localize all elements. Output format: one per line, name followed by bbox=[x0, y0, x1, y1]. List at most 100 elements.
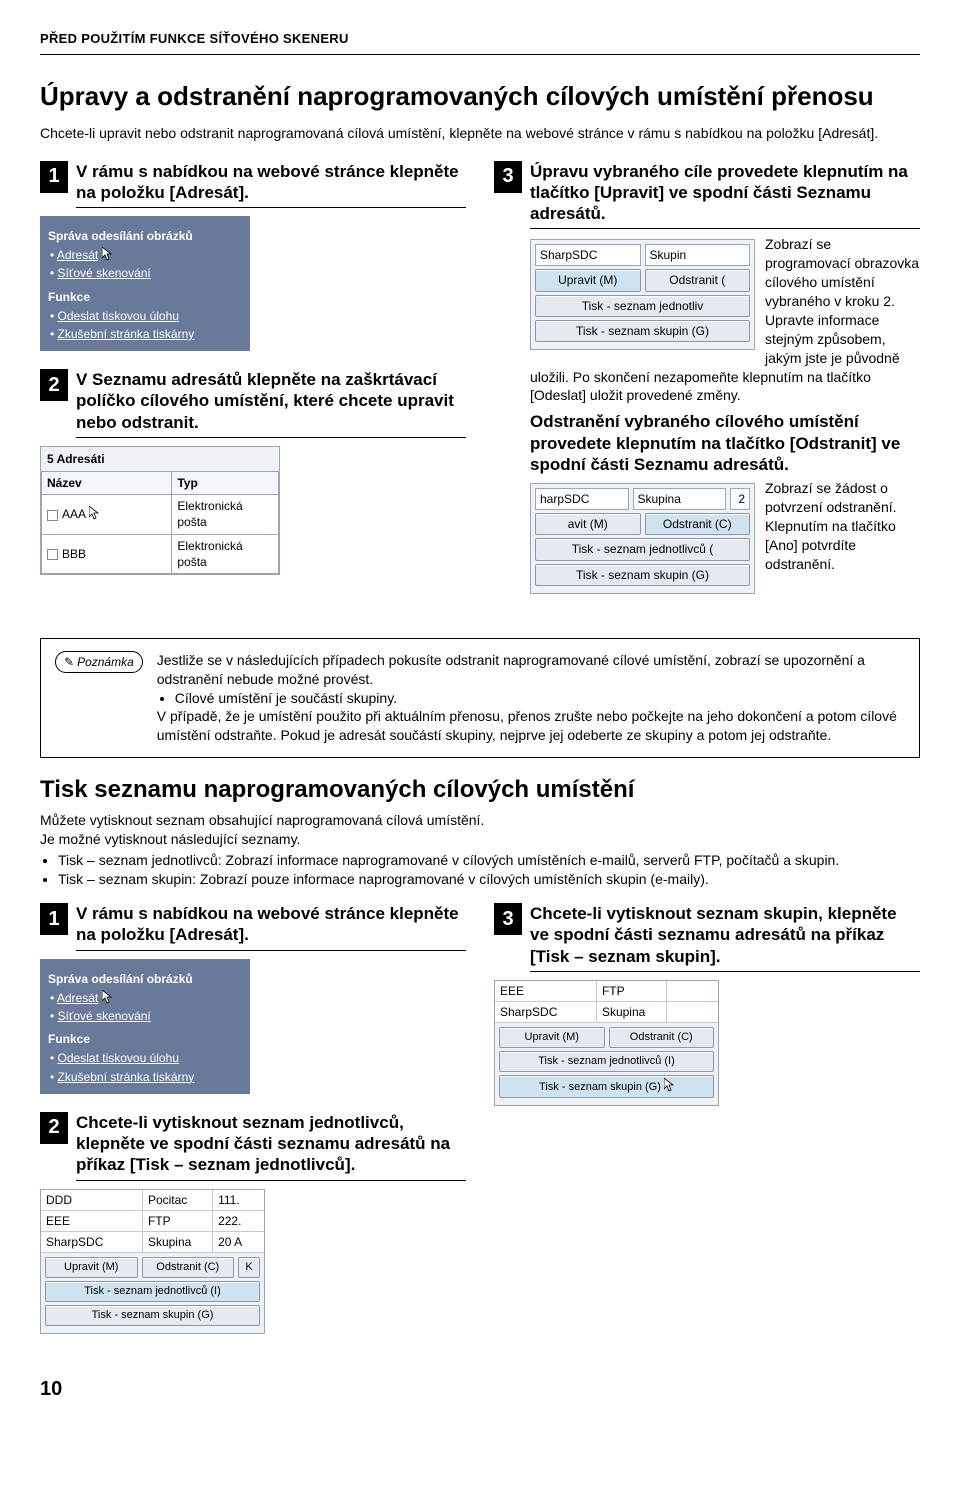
bullet: Tisk – seznam skupin: Zobrazí pouze info… bbox=[58, 870, 920, 889]
cell: Elektronická pošta bbox=[172, 495, 279, 534]
cell: Skupina bbox=[597, 1002, 667, 1022]
menu-link-scan[interactable]: Síťové skenování bbox=[58, 266, 151, 280]
divider bbox=[530, 228, 920, 229]
step-2: 2 V Seznamu adresátů klepněte na zaškrtá… bbox=[40, 369, 466, 575]
menu-item: • Síťové skenování bbox=[50, 264, 242, 282]
note-text: V případě, že je umístění použito při ak… bbox=[157, 707, 905, 745]
note-body: Jestliže se v následujících případech po… bbox=[157, 651, 905, 745]
menu-link-scan[interactable]: Síťové skenování bbox=[58, 1009, 151, 1023]
step-number: 1 bbox=[40, 161, 68, 193]
cell: Skupina bbox=[143, 1232, 213, 1252]
button[interactable]: K bbox=[238, 1257, 260, 1278]
section2-text: Můžete vytisknout seznam obsahující napr… bbox=[40, 811, 920, 830]
step-1: 1 V rámu s nabídkou na webové stránce kl… bbox=[40, 161, 466, 352]
pencil-icon: ✎ bbox=[64, 654, 74, 670]
note-bullet: Cílové umístění je součástí skupiny. bbox=[175, 689, 905, 708]
delete-button[interactable]: Odstranit ( bbox=[645, 269, 751, 291]
intro-text: Chcete-li upravit nebo odstranit naprogr… bbox=[40, 124, 920, 143]
step-title: V Seznamu adresátů klepněte na zaškrtáva… bbox=[76, 369, 466, 433]
page-number: 10 bbox=[40, 1376, 920, 1403]
step-number: 2 bbox=[40, 1112, 68, 1144]
cell: Elektronická pošta bbox=[172, 534, 279, 573]
buttons-screenshot-b: harpSDC Skupina 2 avit (M) Odstranit (C)… bbox=[530, 483, 755, 594]
step-number: 3 bbox=[494, 903, 522, 935]
cell: SharpSDC bbox=[500, 1005, 557, 1019]
menu-heading: Správa odesílání obrázků bbox=[48, 971, 242, 987]
step-3: 3 Úpravu vybraného cíle provedete klepnu… bbox=[494, 161, 920, 598]
edit-button[interactable]: Upravit (M) bbox=[499, 1027, 605, 1048]
checkbox-icon[interactable] bbox=[47, 510, 58, 521]
cell: 2 bbox=[730, 488, 750, 510]
step-title: V rámu s nabídkou na webové stránce klep… bbox=[76, 161, 466, 204]
step-title: V rámu s nabídkou na webové stránce klep… bbox=[76, 903, 466, 946]
menu-item: • Odeslat tiskovou úlohu bbox=[50, 307, 242, 325]
divider bbox=[76, 1180, 466, 1181]
edit-button[interactable]: avit (M) bbox=[535, 513, 641, 535]
menu-link-adresat[interactable]: Adresát bbox=[57, 248, 98, 262]
menu-link-test[interactable]: Zkušební stránka tiskárny bbox=[58, 1070, 195, 1084]
delete-button[interactable]: Odstranit (C) bbox=[609, 1027, 715, 1048]
menu-link-adresat[interactable]: Adresát bbox=[57, 991, 98, 1005]
menu-heading: Funkce bbox=[48, 1031, 242, 1047]
delete-button[interactable]: Odstranit (C) bbox=[645, 513, 751, 535]
cell: Pocitac bbox=[143, 1190, 213, 1210]
menu-link-test[interactable]: Zkušební stránka tiskárny bbox=[58, 327, 195, 341]
cell: FTP bbox=[143, 1211, 213, 1231]
divider bbox=[76, 207, 466, 208]
combo-screenshot: DDDPocitac111. EEEFTP222. SharpSDCSkupin… bbox=[40, 1189, 265, 1334]
bullet: Tisk – seznam jednotlivců: Zobrazí infor… bbox=[58, 851, 920, 870]
cell: 111. bbox=[213, 1190, 264, 1210]
step-title: Úpravu vybraného cíle provedete klepnutí… bbox=[530, 161, 920, 225]
cell: Skupina bbox=[633, 488, 727, 510]
menu-link-print[interactable]: Odeslat tiskovou úlohu bbox=[58, 1051, 179, 1065]
step-title: Chcete-li vytisknout seznam jednotlivců,… bbox=[76, 1112, 466, 1176]
menu-heading: Funkce bbox=[48, 289, 242, 305]
print-individuals-button[interactable]: Tisk - seznam jednotlivců ( bbox=[535, 538, 750, 560]
main-title: Úpravy a odstranění naprogramovaných cíl… bbox=[40, 79, 920, 114]
cursor-icon bbox=[102, 247, 112, 261]
print-individuals-button[interactable]: Tisk - seznam jednotlivců (I) bbox=[45, 1281, 260, 1302]
cell: 222. bbox=[213, 1211, 264, 1231]
delete-button[interactable]: Odstranit (C) bbox=[142, 1257, 235, 1278]
checkbox-icon[interactable] bbox=[47, 549, 58, 560]
cursor-icon bbox=[89, 506, 99, 520]
step-number: 1 bbox=[40, 903, 68, 935]
menu-link-print[interactable]: Odeslat tiskovou úlohu bbox=[58, 309, 179, 323]
divider bbox=[76, 437, 466, 438]
cell: EEE bbox=[500, 984, 524, 998]
cell: SharpSDC bbox=[540, 248, 597, 262]
cell: EEE bbox=[46, 1214, 70, 1228]
table-row: BBB Elektronická pošta bbox=[42, 534, 279, 573]
list-row: EEE FTP222. bbox=[41, 1211, 264, 1232]
cursor-icon bbox=[664, 1078, 674, 1092]
table-row: AAA Elektronická pošta bbox=[42, 495, 279, 534]
cell: AAA bbox=[62, 507, 85, 521]
list-row: SharpSDC Skupina bbox=[495, 1002, 718, 1023]
print-step-1: 1 V rámu s nabídkou na webové stránce kl… bbox=[40, 903, 466, 1094]
edit-button[interactable]: Upravit (M) bbox=[45, 1257, 138, 1278]
menu-screenshot: Správa odesílání obrázků • Adresát • Síť… bbox=[40, 959, 250, 1094]
step-title: Chcete-li vytisknout seznam skupin, klep… bbox=[530, 903, 920, 967]
print-groups-button[interactable]: Tisk - seznam skupin (G) bbox=[499, 1075, 714, 1098]
combo-screenshot-r: EEE FTP SharpSDC Skupina Upravit (M) Odstr… bbox=[494, 980, 719, 1106]
menu-item: • Adresát bbox=[50, 989, 242, 1007]
print-individuals-button[interactable]: Tisk - seznam jednotlivců (I) bbox=[499, 1051, 714, 1072]
print-groups-button[interactable]: Tisk - seznam skupin (G) bbox=[535, 320, 750, 342]
menu-screenshot: Správa odesílání obrázků • Adresát • Síť… bbox=[40, 216, 250, 351]
cell: harpSDC bbox=[535, 488, 629, 510]
print-groups-button[interactable]: Tisk - seznam skupin (G) bbox=[535, 564, 750, 586]
print-individuals-button[interactable]: Tisk - seznam jednotliv bbox=[535, 295, 750, 317]
menu-heading: Správa odesílání obrázků bbox=[48, 228, 242, 244]
divider bbox=[530, 971, 920, 972]
table-screenshot: 5 Adresáti NázevTyp AAA Elektronická poš… bbox=[40, 446, 280, 575]
print-groups-button[interactable]: Tisk - seznam skupin (G) bbox=[45, 1305, 260, 1326]
cell: DDD bbox=[46, 1193, 72, 1207]
buttons-screenshot-a: SharpSDC Skupin Upravit (M) Odstranit ( … bbox=[530, 239, 755, 350]
menu-item: • Adresát bbox=[50, 246, 242, 264]
divider bbox=[76, 950, 466, 951]
menu-item: • Odeslat tiskovou úlohu bbox=[50, 1049, 242, 1067]
cell: FTP bbox=[597, 981, 667, 1001]
step-number: 2 bbox=[40, 369, 68, 401]
edit-button[interactable]: Upravit (M) bbox=[535, 269, 641, 291]
print-step-2: 2 Chcete-li vytisknout seznam jednotlivc… bbox=[40, 1112, 466, 1334]
